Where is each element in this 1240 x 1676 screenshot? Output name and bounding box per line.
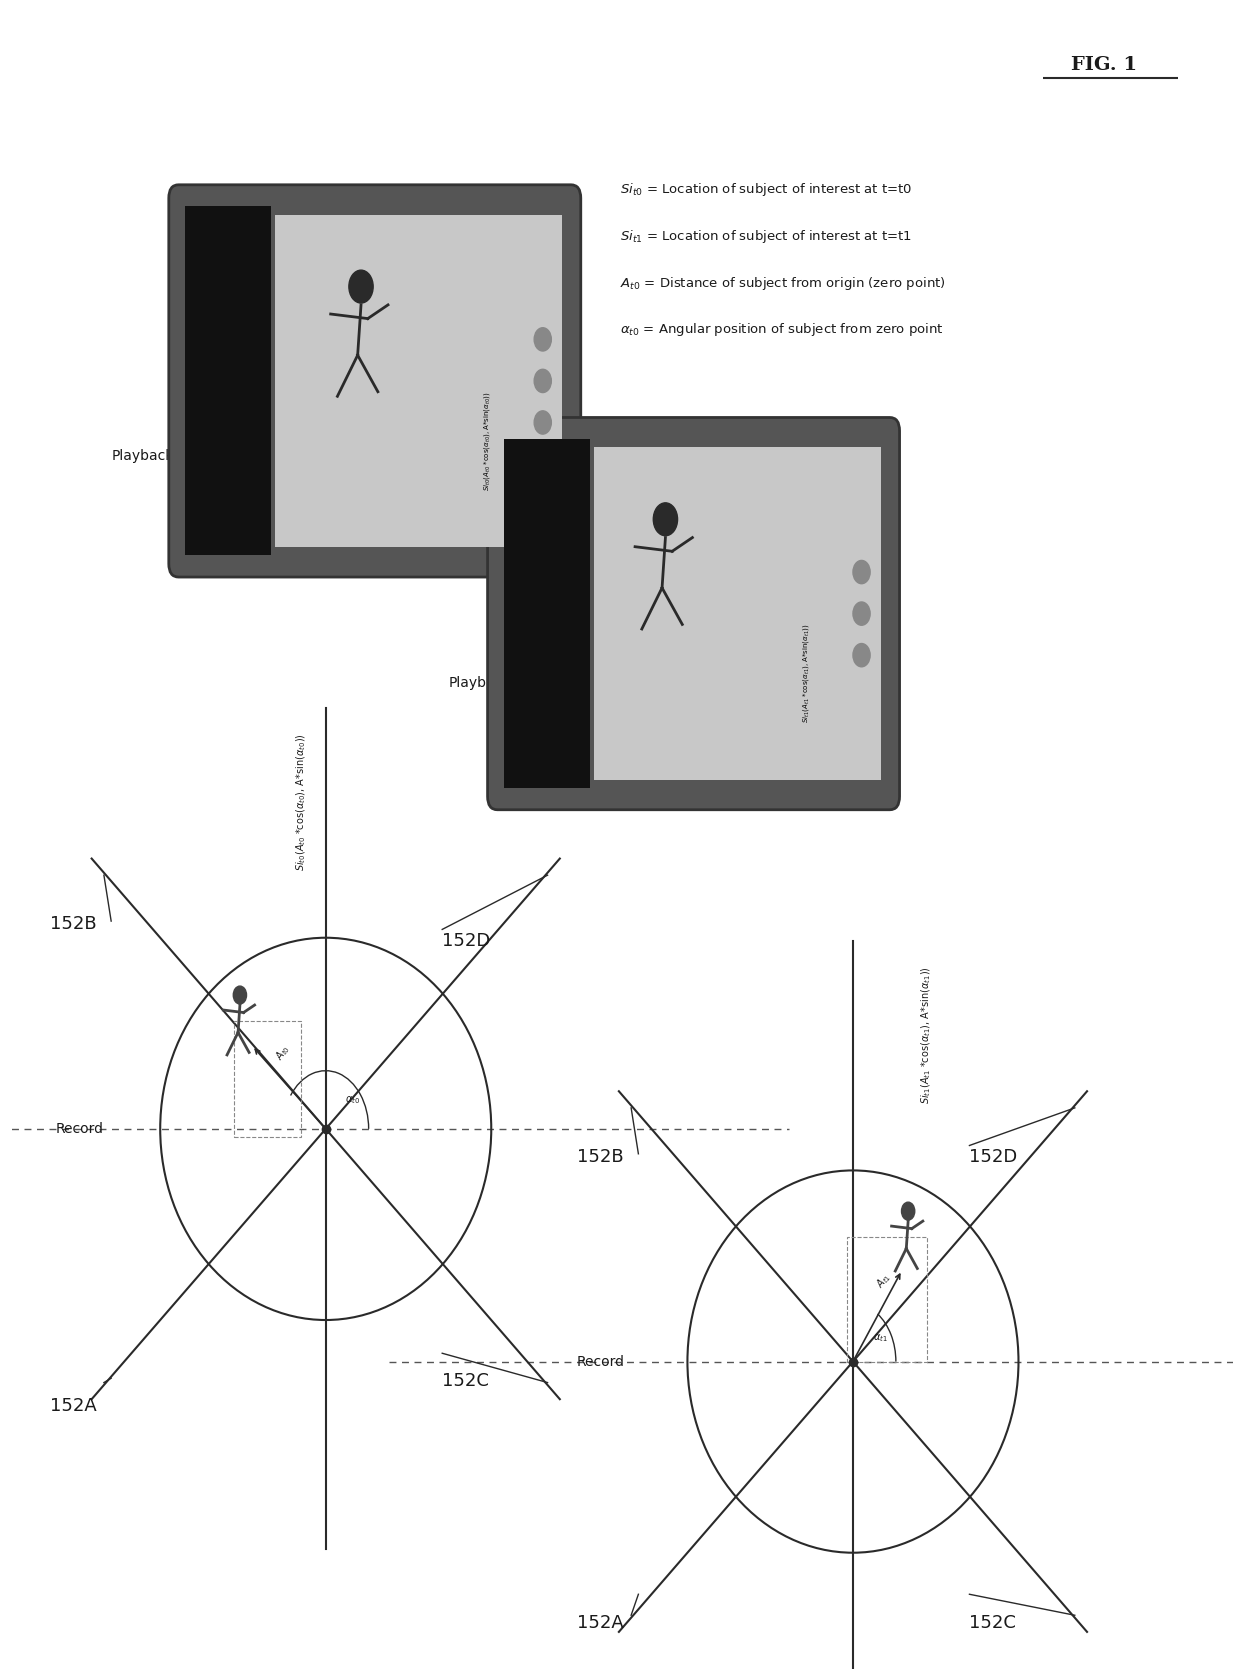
Text: 152D: 152D (970, 1148, 1018, 1166)
Circle shape (853, 560, 870, 583)
Circle shape (348, 270, 373, 303)
Text: $Si_{t1}$ = Location of subject of interest at t=t1: $Si_{t1}$ = Location of subject of inter… (620, 228, 911, 245)
Text: $Si_{t1}$($A_{t1}$ *cos($\alpha_{t1}$), A*sin($\alpha_{t1}$)): $Si_{t1}$($A_{t1}$ *cos($\alpha_{t1}$), … (801, 623, 811, 724)
Circle shape (853, 602, 870, 625)
Text: 152D: 152D (443, 932, 491, 950)
FancyBboxPatch shape (169, 184, 580, 577)
Text: 6: 6 (166, 272, 179, 290)
FancyBboxPatch shape (487, 417, 899, 810)
Bar (503, 439, 590, 788)
Text: 152C: 152C (970, 1614, 1017, 1631)
Bar (275, 215, 563, 546)
Bar (185, 206, 272, 555)
Text: 152A: 152A (50, 1398, 97, 1416)
Text: 6: 6 (528, 471, 541, 489)
Circle shape (233, 985, 247, 1004)
Text: $\alpha_{t0}$ = Angular position of subject from zero point: $\alpha_{t0}$ = Angular position of subj… (620, 322, 944, 339)
Text: Record: Record (577, 1354, 625, 1369)
Circle shape (534, 369, 552, 392)
Text: 152C: 152C (443, 1373, 489, 1391)
Text: 152A: 152A (577, 1614, 624, 1631)
Text: FIG. 1: FIG. 1 (1071, 55, 1137, 74)
Text: Playback: Playback (449, 677, 511, 691)
Text: 152B: 152B (577, 1148, 624, 1166)
Text: $\alpha_{t0}$: $\alpha_{t0}$ (345, 1094, 360, 1106)
Circle shape (901, 1202, 915, 1220)
Text: $A_{t0}$: $A_{t0}$ (273, 1042, 293, 1063)
Circle shape (653, 503, 677, 536)
Text: $Si_{t1}$($A_{t1}$ *cos($\alpha_{t1}$), A*sin($\alpha_{t1}$)): $Si_{t1}$($A_{t1}$ *cos($\alpha_{t1}$), … (920, 965, 934, 1104)
Text: 152B: 152B (50, 915, 97, 934)
Text: $Si_{t0}$($A_{t0}$ *cos($\alpha_{t0}$), A*sin($\alpha_{t0}$)): $Si_{t0}$($A_{t0}$ *cos($\alpha_{t0}$), … (482, 391, 492, 491)
Circle shape (853, 644, 870, 667)
Text: Record: Record (56, 1121, 104, 1136)
Text: $A_{t0}$ = Distance of subject from origin (zero point): $A_{t0}$ = Distance of subject from orig… (620, 275, 946, 292)
Circle shape (534, 411, 552, 434)
Text: $Si_{t0}$ = Location of subject of interest at t=t0: $Si_{t0}$ = Location of subject of inter… (620, 181, 913, 198)
Text: Playback: Playback (112, 449, 174, 463)
Bar (594, 447, 882, 779)
Circle shape (534, 328, 552, 350)
Text: $Si_{t0}$($A_{t0}$ *cos($\alpha_{t0}$), A*sin($\alpha_{t0}$)): $Si_{t0}$($A_{t0}$ *cos($\alpha_{t0}$), … (294, 734, 308, 872)
Text: $A_{t1}$: $A_{t1}$ (873, 1270, 894, 1291)
Text: $\alpha_{t1}$: $\alpha_{t1}$ (873, 1332, 888, 1344)
